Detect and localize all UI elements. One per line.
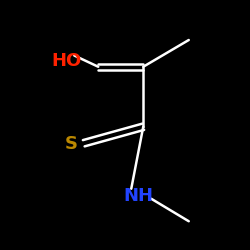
- Text: NH: NH: [124, 187, 154, 205]
- Text: HO: HO: [51, 52, 82, 70]
- Text: S: S: [65, 135, 78, 153]
